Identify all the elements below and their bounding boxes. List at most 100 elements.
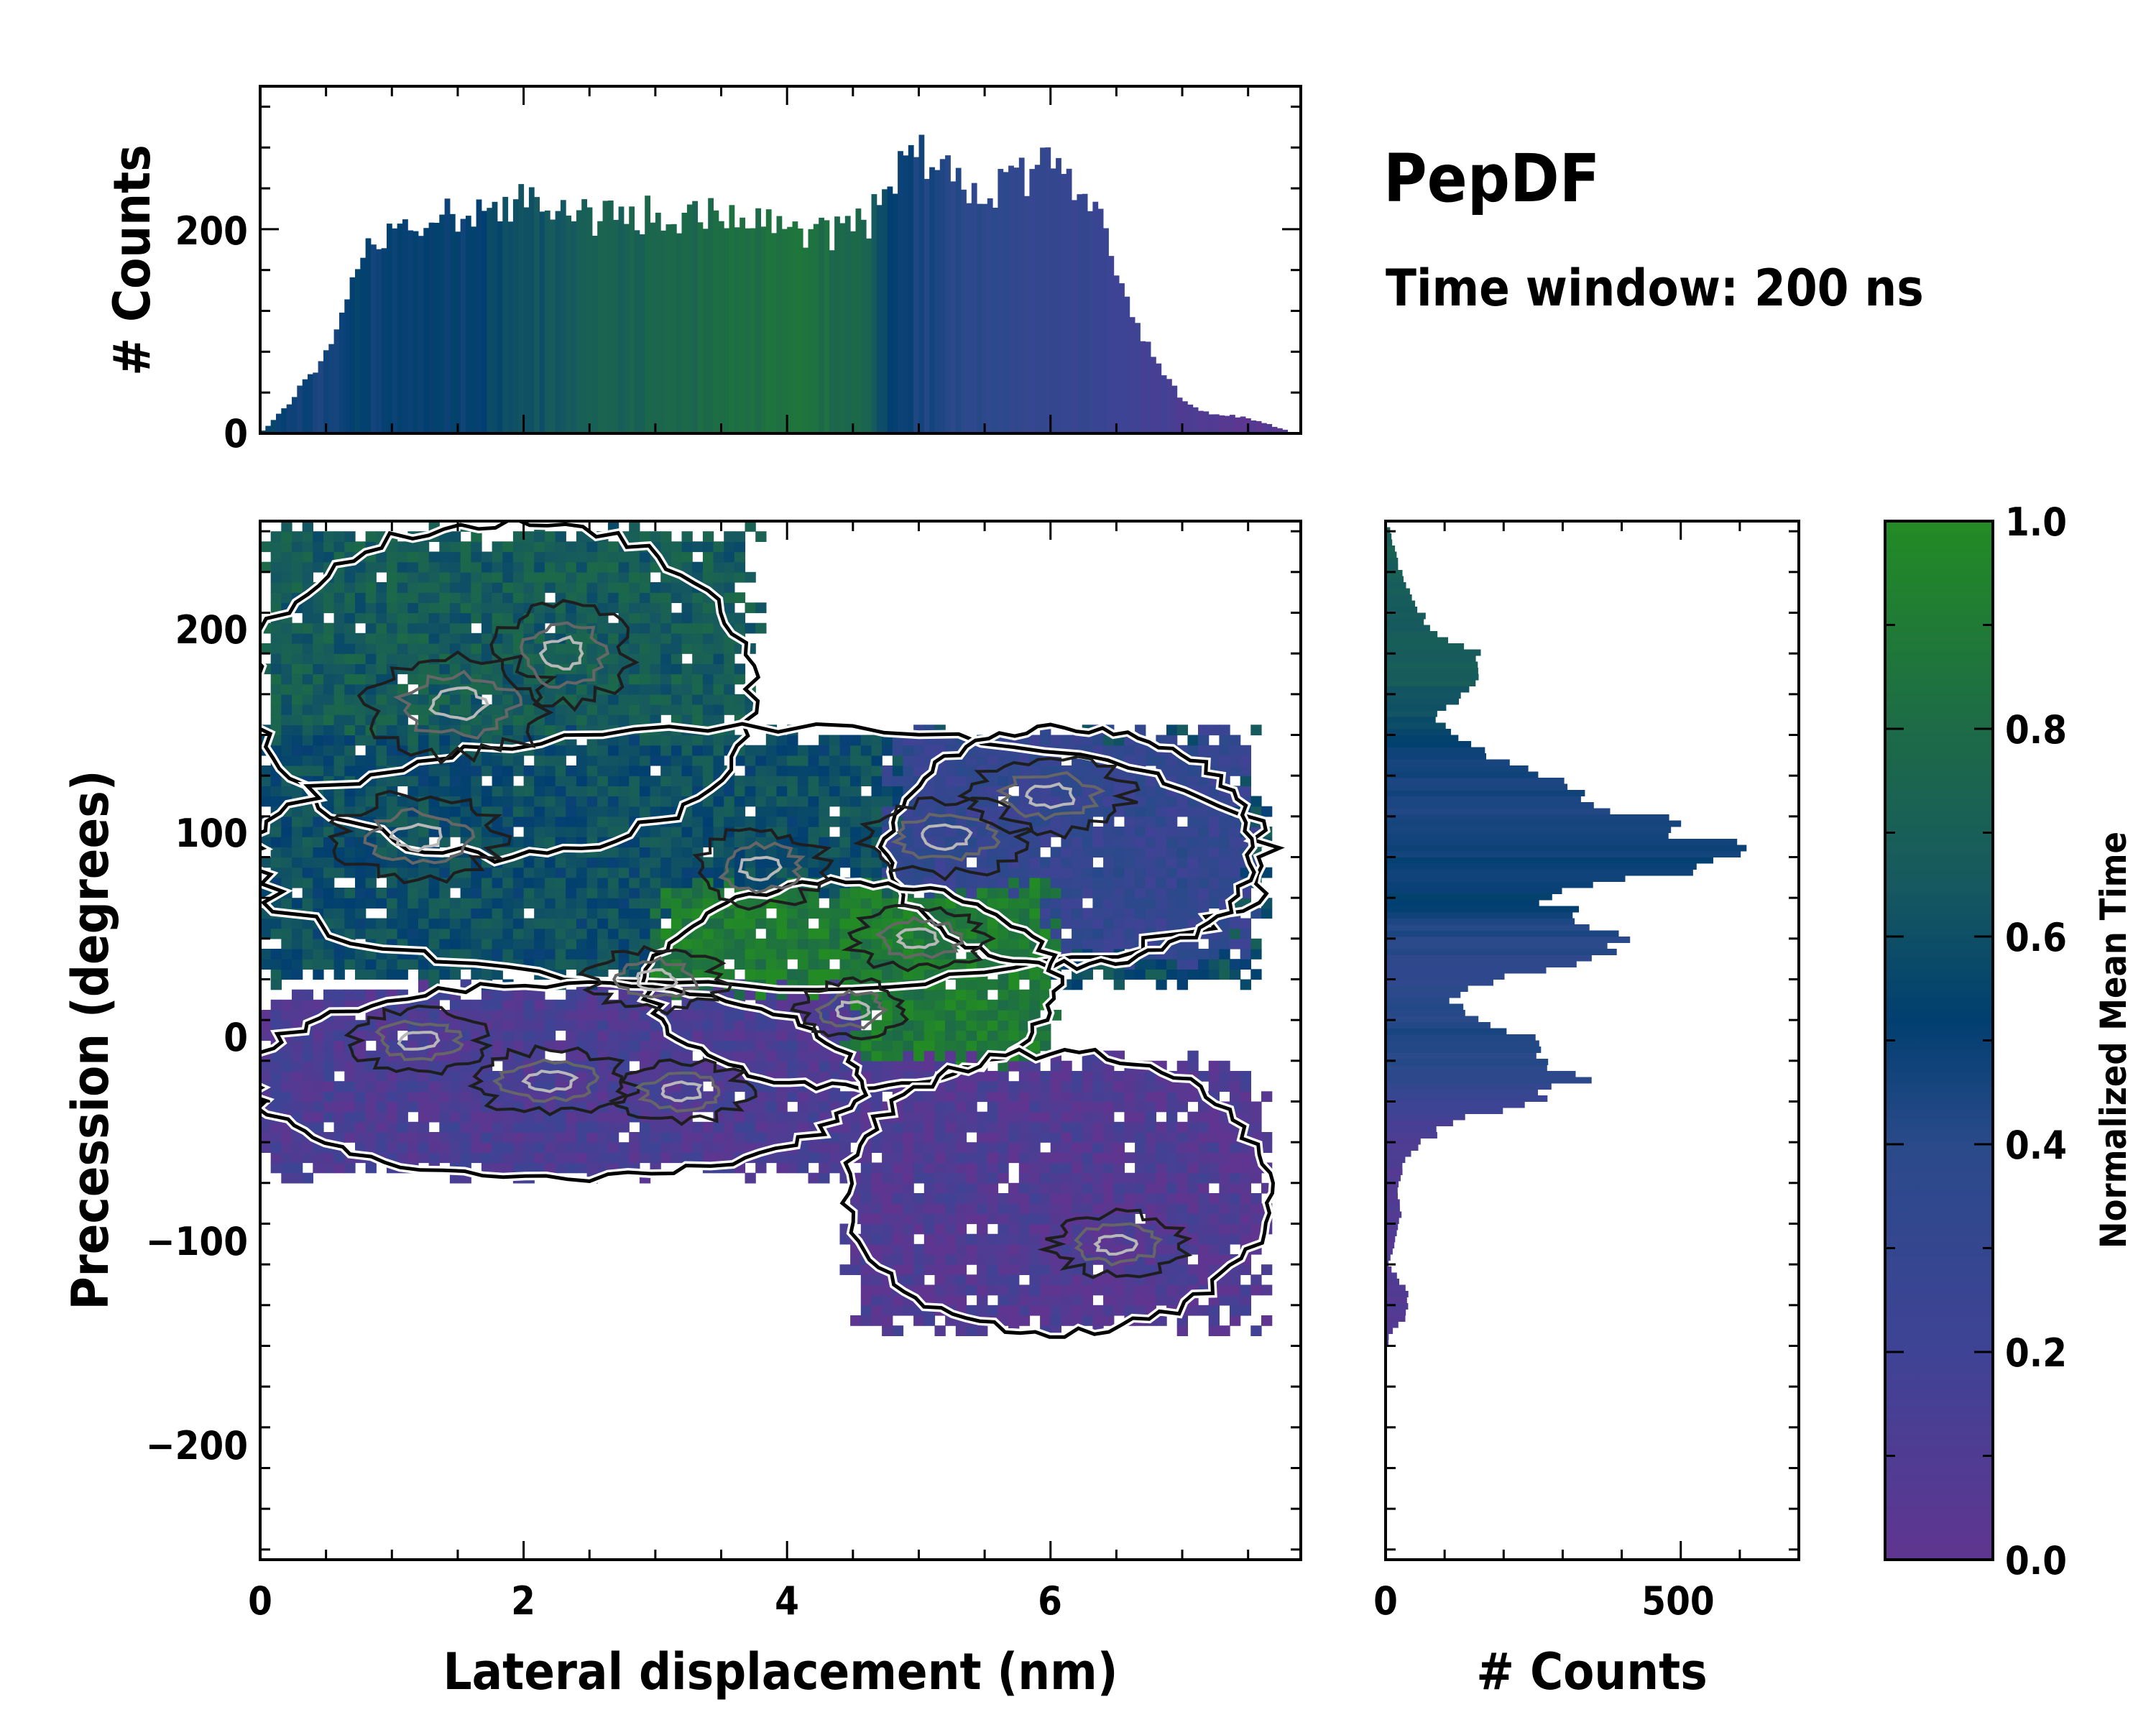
heatmap-cell — [1061, 938, 1072, 949]
heatmap-cell — [660, 847, 672, 858]
heatmap-cell — [913, 1264, 925, 1275]
heatmap-cell — [607, 643, 619, 654]
heatmap-cell — [544, 888, 556, 898]
heatmap-cell — [333, 571, 345, 583]
heatmap-cell — [597, 1020, 609, 1031]
heatmap-cell — [355, 612, 367, 624]
heatmap-cell — [1113, 1071, 1125, 1082]
heatmap-cell — [418, 602, 430, 614]
heatmap-cell — [1018, 1243, 1031, 1255]
heatmap-cell — [829, 1091, 841, 1103]
heatmap-cell — [607, 857, 619, 868]
heatmap-cell — [998, 1243, 1009, 1255]
heatmap-cell — [313, 959, 324, 970]
heatmap-cell — [481, 1121, 493, 1133]
heatmap-cell — [871, 1305, 883, 1316]
top-histogram-bar — [713, 210, 719, 433]
heatmap-cell — [544, 582, 556, 593]
heatmap-cell — [734, 1132, 746, 1143]
heatmap-cell — [512, 938, 525, 949]
heatmap-cell — [1008, 1152, 1020, 1164]
heatmap-cell — [987, 1121, 999, 1133]
heatmap-cell — [1018, 1020, 1031, 1031]
heatmap-cell — [576, 704, 588, 715]
top-histogram-bar — [634, 230, 640, 433]
heatmap-cell — [302, 999, 313, 1011]
heatmap-cell — [850, 959, 862, 970]
heatmap-cell — [977, 1111, 988, 1123]
heatmap-cell — [418, 1071, 430, 1082]
heatmap-cell — [1082, 908, 1093, 919]
heatmap-cell — [586, 1020, 598, 1031]
heatmap-cell — [407, 908, 419, 919]
heatmap-cell — [618, 571, 630, 583]
heatmap-cell — [597, 561, 609, 573]
heatmap-cell — [523, 663, 535, 675]
heatmap-cell — [681, 663, 693, 675]
heatmap-cell — [387, 1091, 398, 1103]
heatmap-cell — [481, 684, 493, 695]
heatmap-cell — [471, 643, 482, 654]
heatmap-cell — [797, 816, 809, 827]
heatmap-cell — [650, 918, 661, 929]
heatmap-cell — [292, 643, 303, 654]
heatmap-cell — [629, 755, 640, 766]
heatmap-cell — [302, 1050, 313, 1062]
heatmap-cell — [713, 796, 724, 807]
heatmap-cell — [1040, 1040, 1051, 1052]
heatmap-cell — [1135, 1305, 1146, 1316]
heatmap-cell — [955, 1172, 967, 1184]
heatmap-cell — [945, 837, 957, 847]
heatmap-cell — [787, 908, 798, 919]
heatmap-cell — [702, 938, 714, 949]
heatmap-cell — [977, 888, 988, 898]
heatmap-cell — [618, 735, 630, 746]
heatmap-cell — [323, 551, 335, 563]
top-histogram-bar — [887, 186, 893, 433]
heatmap-cell — [534, 1142, 545, 1153]
heatmap-cell — [586, 765, 598, 776]
heatmap-cell — [607, 1040, 619, 1052]
heatmap-cell — [829, 898, 841, 908]
top-histogram-bar — [333, 329, 340, 433]
heatmap-cell — [702, 867, 714, 878]
heatmap-cell — [650, 776, 661, 786]
heatmap-cell — [1008, 1264, 1020, 1275]
heatmap-cell — [1008, 1132, 1020, 1143]
heatmap-cell — [449, 582, 461, 593]
heatmap-cell — [1135, 847, 1146, 858]
heatmap-cell — [270, 1101, 282, 1113]
heatmap-cell — [302, 898, 313, 908]
heatmap-cell — [355, 898, 367, 908]
heatmap-cell — [387, 704, 398, 715]
heatmap-cell — [492, 561, 503, 573]
heatmap-cell — [439, 969, 451, 980]
heatmap-cell — [365, 1142, 377, 1153]
heatmap-cell — [639, 714, 651, 725]
heatmap-cell — [355, 1081, 367, 1092]
heatmap-cell — [934, 1040, 946, 1052]
heatmap-cell — [397, 632, 408, 644]
heatmap-cell — [566, 786, 577, 797]
heatmap-cell — [1124, 816, 1135, 827]
heatmap-cell — [523, 877, 535, 888]
heatmap-cell — [629, 1142, 640, 1153]
top-histogram-bar — [1124, 296, 1130, 433]
heatmap-cell — [492, 877, 503, 888]
heatmap-cell — [376, 1081, 387, 1092]
top-histogram-bar — [392, 228, 398, 433]
top-histogram-bar — [1018, 157, 1025, 433]
heatmap-cell — [439, 663, 451, 675]
heatmap-cell — [439, 827, 451, 837]
heatmap-cell — [344, 602, 356, 614]
top-histogram-bar — [918, 134, 925, 433]
heatmap-cell — [607, 776, 619, 786]
heatmap-cell — [1082, 1152, 1093, 1164]
top-histogram-ylabel: # Counts — [103, 144, 162, 375]
heatmap-cell — [702, 959, 714, 970]
heatmap-cell — [923, 1010, 936, 1021]
heatmap-cell — [977, 999, 988, 1011]
heatmap-cell — [355, 714, 367, 725]
heatmap-cell — [534, 908, 545, 919]
heatmap-cell — [1145, 1182, 1156, 1194]
